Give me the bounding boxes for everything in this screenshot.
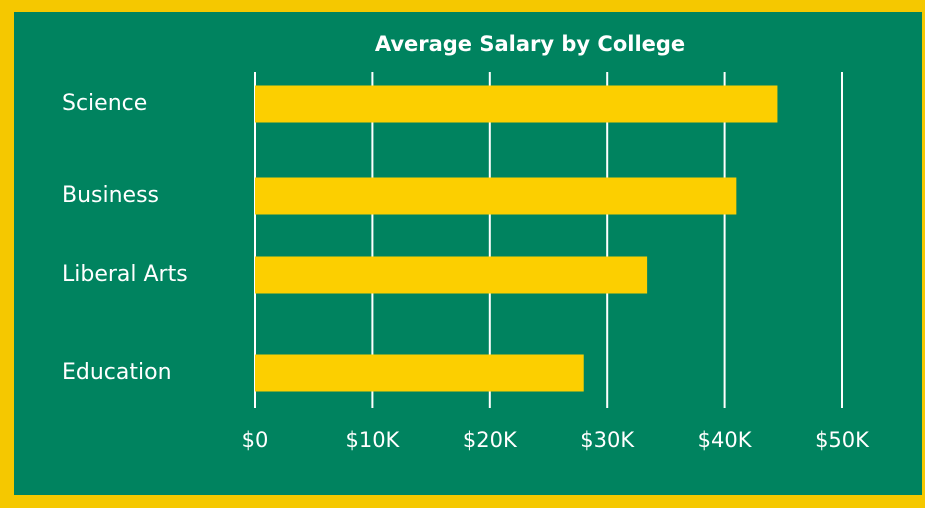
x-tick-label: $10K [345, 428, 400, 452]
chart-title: Average Salary by College [375, 32, 685, 56]
y-tick-label: Liberal Arts [62, 262, 188, 287]
bar [255, 256, 648, 294]
bar [255, 85, 778, 123]
y-tick-label: Education [62, 360, 172, 385]
x-tick-label: $0 [242, 428, 269, 452]
panel [14, 12, 922, 495]
y-tick-label: Science [62, 91, 147, 116]
y-tick-label: Business [62, 183, 159, 208]
x-tick-label: $20K [463, 428, 518, 452]
bar [255, 177, 737, 215]
x-tick-label: $40K [698, 428, 753, 452]
x-tick-label: $50K [815, 428, 870, 452]
x-tick-label: $30K [580, 428, 635, 452]
bar [255, 354, 584, 392]
